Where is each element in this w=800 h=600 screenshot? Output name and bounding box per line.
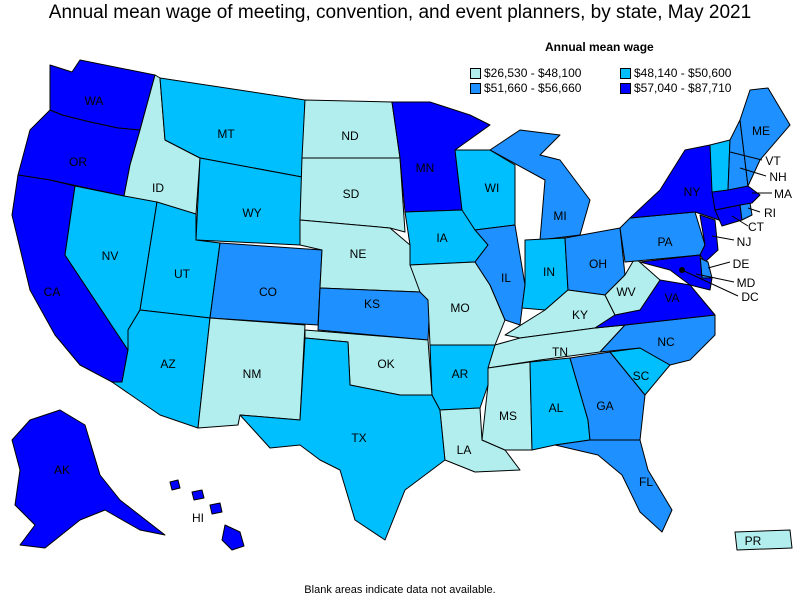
state-label-wv: WV: [616, 285, 635, 299]
state-hi[interactable]: [221, 524, 245, 551]
state-label-tn: TN: [552, 345, 568, 359]
callout-line-de: [707, 261, 731, 269]
state-label-md: MD: [737, 276, 756, 290]
state-label-sc: SC: [633, 369, 650, 383]
state-label-wi: WI: [485, 181, 500, 195]
legend-swatch-4: [620, 82, 631, 94]
state-ms[interactable]: [481, 361, 533, 451]
callout-line-dc: [681, 269, 739, 297]
state-label-pr: PR: [745, 534, 762, 548]
legend-item-3: $51,660 - $56,660: [470, 81, 581, 95]
legend-label-4: $57,040 - $87,710: [634, 81, 732, 95]
state-label-mt: MT: [217, 127, 235, 141]
legend-swatch-1: [470, 67, 481, 79]
state-label-ny: NY: [684, 185, 701, 199]
state-label-sd: SD: [343, 187, 360, 201]
state-label-la: LA: [457, 443, 472, 457]
state-label-me: ME: [752, 124, 770, 138]
callout-line-ri: [747, 207, 761, 213]
state-label-nj: NJ: [737, 235, 752, 249]
state-label-ri: RI: [764, 206, 776, 220]
state-label-mo: MO: [450, 301, 469, 315]
state-la[interactable]: [439, 407, 521, 473]
state-label-nv: NV: [102, 249, 119, 263]
state-label-nc: NC: [657, 335, 675, 349]
state-label-va: VA: [664, 291, 679, 305]
callout-line-ct: [731, 215, 749, 227]
state-label-ks: KS: [364, 297, 380, 311]
state-label-ne: NE: [350, 247, 367, 261]
state-label-tx: TX: [351, 431, 366, 445]
state-fl[interactable]: [554, 439, 673, 533]
dc-marker: [679, 267, 685, 273]
state-label-or: OR: [69, 155, 87, 169]
state-label-ga: GA: [596, 399, 613, 413]
state-label-wy: WY: [242, 206, 261, 220]
state-hi-islet-3[interactable]: [209, 502, 223, 515]
map-title: Annual mean wage of meeting, convention,…: [48, 2, 752, 23]
state-ri[interactable]: [739, 202, 753, 221]
state-me[interactable]: [739, 87, 791, 187]
state-label-ct: CT: [748, 220, 765, 234]
state-il[interactable]: [474, 224, 526, 326]
state-tx[interactable]: [239, 337, 446, 541]
legend-label-3: $51,660 - $56,660: [484, 81, 582, 95]
state-label-il: IL: [501, 271, 511, 285]
state-label-wa: WA: [85, 94, 104, 108]
state-pr[interactable]: [734, 529, 793, 551]
state-label-ca: CA: [44, 285, 61, 299]
state-label-co: CO: [259, 285, 277, 299]
state-label-oh: OH: [589, 257, 607, 271]
state-label-hi: HI: [192, 511, 204, 525]
state-label-mn: MN: [416, 161, 435, 175]
state-label-ia: IA: [436, 231, 447, 245]
legend-item-1: $26,530 - $48,100: [470, 66, 581, 80]
state-hi-islet-1[interactable]: [169, 479, 181, 491]
state-hi-islet-2[interactable]: [191, 489, 205, 501]
state-label-ak: AK: [54, 463, 70, 477]
legend-swatch-3: [470, 82, 481, 94]
legend-label-2: $48,140 - $50,600: [634, 66, 732, 80]
state-label-mi: MI: [553, 209, 566, 223]
legend-label-1: $26,530 - $48,100: [484, 66, 582, 80]
state-label-de: DE: [733, 257, 750, 271]
state-label-vt: VT: [765, 154, 781, 168]
state-label-id: ID: [152, 181, 164, 195]
state-wv[interactable]: [604, 257, 661, 316]
state-label-nh: NH: [769, 170, 786, 184]
legend-swatch-2: [620, 67, 631, 79]
callout-line-md: [695, 273, 735, 283]
legend-item-4: $57,040 - $87,710: [620, 81, 731, 95]
state-label-nd: ND: [341, 129, 359, 143]
state-label-ms: MS: [499, 409, 517, 423]
state-ak[interactable]: [11, 409, 166, 549]
state-label-dc: DC: [741, 290, 759, 304]
state-label-ky: KY: [572, 308, 588, 322]
state-label-fl: FL: [639, 475, 653, 489]
state-label-nm: NM: [243, 367, 262, 381]
state-label-az: AZ: [160, 357, 175, 371]
callout-line-nh: [739, 167, 767, 177]
state-label-ar: AR: [452, 367, 469, 381]
state-label-ma: MA: [774, 187, 792, 201]
us-map: WA OR CA ID NV MT WY UT CO AZ NM ND SD N…: [11, 59, 793, 551]
state-label-ok: OK: [377, 357, 394, 371]
state-mi[interactable]: [489, 129, 591, 241]
state-label-ut: UT: [174, 267, 191, 281]
state-label-pa: PA: [657, 235, 672, 249]
legend-title: Annual mean wage: [545, 40, 654, 54]
state-label-al: AL: [549, 401, 564, 415]
state-vt[interactable]: [709, 139, 731, 193]
legend-item-2: $48,140 - $50,600: [620, 66, 731, 80]
callout-line-vt: [729, 151, 763, 161]
state-co[interactable]: [209, 242, 323, 326]
state-label-in: IN: [543, 265, 555, 279]
state-sd[interactable]: [299, 157, 406, 233]
callout-line-nj: [711, 235, 735, 241]
footnote: Blank areas indicate data not available.: [304, 584, 496, 596]
